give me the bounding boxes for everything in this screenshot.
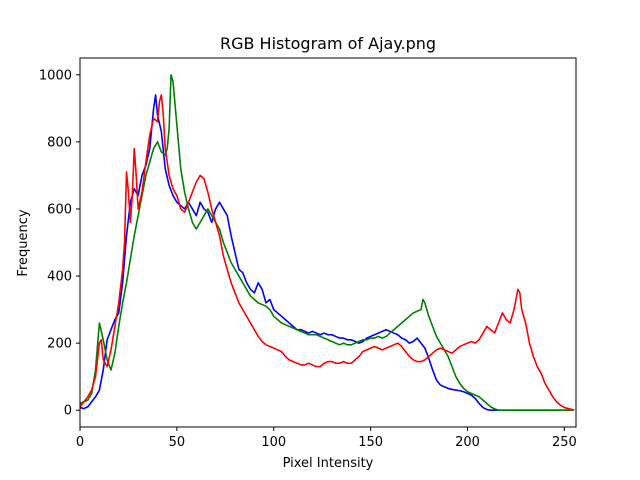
y-tick-label: 200 (47, 337, 72, 352)
chart-title: RGB Histogram of Ajay.png (220, 34, 436, 53)
y-axis-ticks: 0 200 400 600 800 1000 (39, 68, 80, 419)
y-axis-label: Frequency (16, 209, 31, 276)
y-tick-label: 800 (47, 135, 72, 150)
axes-frame (79, 57, 577, 428)
x-axis-ticks: 0 50 100 150 200 250 (76, 427, 577, 450)
plot-lines (79, 73, 575, 412)
y-tick-label: 0 (64, 404, 72, 419)
y-tick-label: 1000 (39, 68, 72, 83)
green-channel-line (79, 73, 575, 412)
x-axis-label: Pixel Intensity (283, 456, 374, 471)
y-tick-label: 600 (47, 202, 72, 217)
red-channel-line (79, 94, 575, 411)
x-tick-label: 0 (76, 435, 84, 450)
y-tick-label: 400 (47, 270, 72, 285)
x-tick-label: 100 (261, 435, 286, 450)
x-tick-label: 150 (358, 435, 383, 450)
x-tick-label: 50 (169, 435, 186, 450)
x-tick-label: 250 (552, 435, 577, 450)
x-tick-label: 200 (455, 435, 480, 450)
